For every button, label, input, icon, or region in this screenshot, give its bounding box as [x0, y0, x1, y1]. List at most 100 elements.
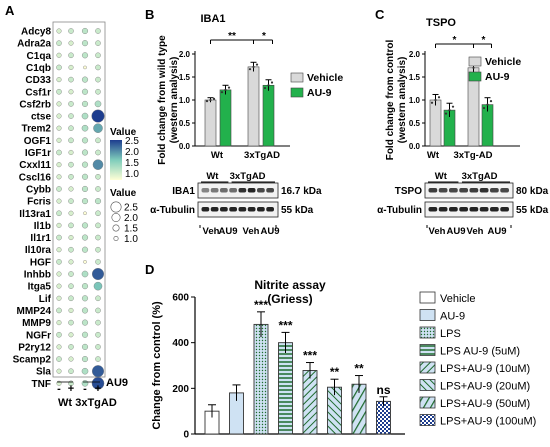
blot-band: [247, 207, 256, 212]
blot-band: [490, 188, 499, 193]
legend-swatch: [468, 56, 482, 67]
dotplot-cell: [95, 186, 101, 192]
dotplot-cell: [56, 125, 62, 131]
color-legend-title: Value: [110, 127, 137, 138]
blot-strip: [197, 201, 279, 218]
data-point: [267, 84, 270, 87]
group-label: Wt: [427, 150, 440, 161]
size-legend-circle: [110, 201, 122, 213]
blot-band: [210, 188, 219, 193]
gene-label: Adcy8: [21, 27, 51, 38]
blot-band: [459, 207, 468, 212]
gene-label: Lif: [39, 294, 52, 305]
gene-label: Il1r1: [30, 233, 51, 244]
dotplot-cell: [56, 356, 62, 362]
legend-label: LPS: [440, 328, 461, 340]
y-tick-label: 1.0: [409, 96, 421, 105]
dotplot-cell: [68, 356, 74, 362]
dotplot-cell: [68, 174, 74, 180]
gene-label: Cxxl11: [19, 160, 51, 171]
blot-band: [266, 207, 274, 212]
blot-band: [449, 207, 458, 212]
dotplot-cell: [81, 124, 89, 132]
gene-label: Itga5: [28, 282, 52, 293]
gene-label: Il10ra: [25, 245, 52, 256]
gene-label: NGFr: [26, 330, 51, 341]
legend-swatch: [419, 396, 436, 409]
gene-label: MMP24: [17, 306, 52, 317]
blot-band: [500, 207, 509, 212]
dotplot-cell: [56, 40, 62, 46]
y-tick-label: 0: [183, 430, 189, 441]
gene-label: TNF: [32, 379, 51, 390]
data-point: [430, 101, 434, 104]
blot-kda: 55 kDa: [281, 205, 314, 216]
dotplot-cell: [91, 267, 105, 281]
y-tick-label: 1.5: [179, 73, 191, 82]
dotplot-cell: [68, 307, 74, 313]
data-point: [489, 100, 493, 103]
dotplot-cell: [95, 246, 101, 253]
dotplot-cell: [81, 149, 89, 156]
blot-band: [238, 188, 247, 193]
blot-band: [201, 207, 210, 212]
lane-label: Veh: [467, 226, 484, 237]
dotplot-cell: [56, 331, 62, 338]
blot-group-label: Wt: [206, 171, 219, 182]
dotplot-cell: [56, 247, 62, 253]
blot-band: [479, 188, 489, 193]
panel-label-c: C: [375, 7, 385, 22]
dotplot-cell: [95, 307, 101, 314]
group-label: 3xTgAD: [75, 397, 117, 409]
dotplot-cell: [68, 186, 74, 192]
color-legend-tick: 1.0: [125, 169, 139, 180]
dotplot-cell: [56, 234, 62, 241]
dotplot-cell: [81, 27, 89, 35]
dotplot-cell: [56, 174, 62, 180]
dotplot-cell: [56, 149, 62, 156]
color-legend-tick: 2.5: [125, 136, 139, 147]
dotplot-cell: [56, 295, 62, 301]
group-label: 3xTg-AD: [453, 150, 492, 161]
dotplot-cell: [68, 283, 74, 289]
dotplot-cell: [56, 320, 62, 326]
legend-swatch: [419, 291, 436, 304]
blot-row-label: α-Tubulin: [150, 205, 195, 216]
legend-label: Vehicle: [485, 56, 521, 68]
blot-group-label: 3xTgAD: [462, 171, 498, 182]
dotplot-cell: [95, 76, 101, 83]
group-label: Wt: [58, 397, 72, 409]
y-axis-label: Fold change from control(western analysi…: [385, 40, 408, 161]
dotplot-cell: [56, 307, 62, 314]
lane-label: AU9: [218, 226, 237, 237]
lane-label: AU9: [260, 226, 279, 237]
legend-label: Vehicle: [307, 72, 343, 84]
dotplot-cell: [93, 281, 103, 291]
sig-label: ***: [278, 318, 292, 332]
y-axis-label-line: Change from control (%): [151, 301, 163, 430]
dotplot-cell: [81, 246, 89, 253]
blot-band: [266, 188, 274, 193]
blot-band: [428, 188, 438, 193]
dotplot-cell: [56, 101, 62, 107]
dotplot-cell: [68, 319, 74, 326]
bar: [429, 99, 442, 147]
dotplot-cell: [68, 52, 74, 59]
y-tick-label: 0.0: [179, 142, 191, 151]
dotplot-cell: [56, 52, 62, 58]
gene-label: MMP9: [22, 318, 51, 329]
dotplot-cell: [95, 149, 101, 156]
blot-band: [449, 188, 458, 193]
blot-band: [438, 188, 448, 193]
dotplot-cell: [91, 365, 105, 378]
blot-row-label: α-Tubulin: [377, 205, 422, 216]
blot-band: [469, 188, 479, 193]
dotplot-cell: [68, 28, 74, 34]
legend-label: AU-9: [307, 87, 332, 99]
sig-label: ns: [376, 383, 390, 397]
column-sign: +: [95, 383, 101, 395]
legend-swatch: [419, 361, 436, 374]
gene-label: P2ry12: [18, 342, 51, 353]
legend-swatch: [419, 326, 436, 339]
dotplot-cell: [95, 319, 101, 326]
